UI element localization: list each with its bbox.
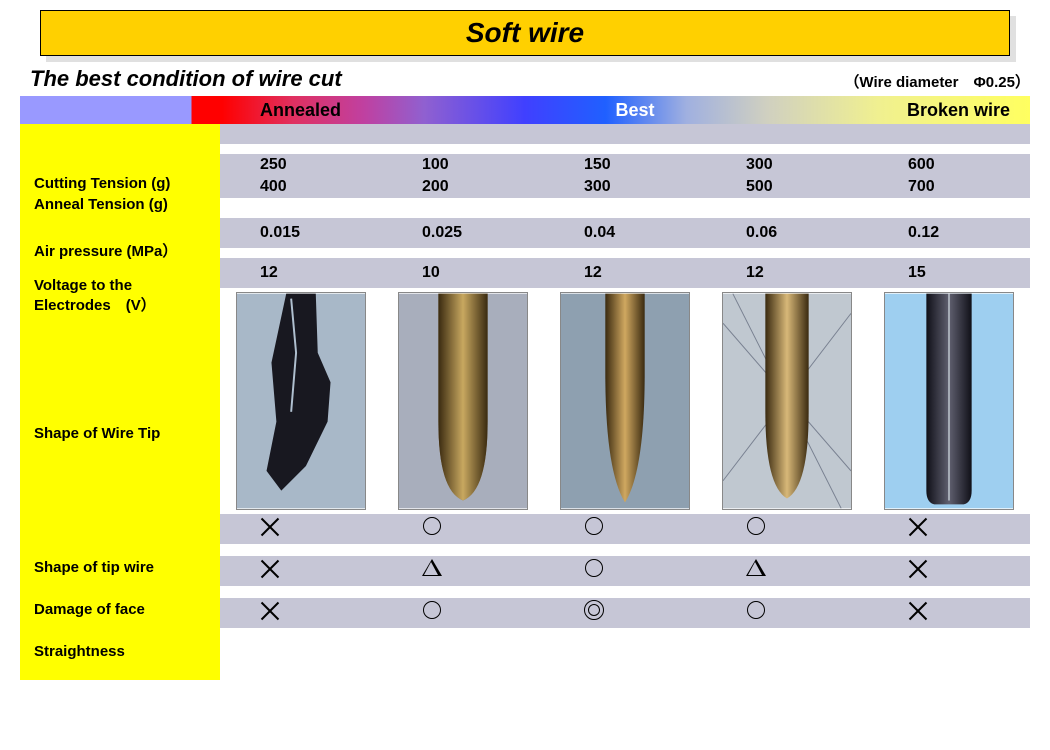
label-voltage: Voltage to the Electrodes (V） xyxy=(34,272,220,320)
wire-tip-icon xyxy=(236,292,366,510)
label-air-pressure: Air pressure (MPa） xyxy=(34,228,220,272)
wire-image-2 xyxy=(382,288,544,514)
wire-image-1 xyxy=(220,288,382,514)
label-damage-of-face: Damage of face xyxy=(34,588,220,630)
wire-image-5 xyxy=(868,288,1030,514)
col-header-annealed: Annealed xyxy=(220,96,410,124)
col-header-4 xyxy=(710,96,860,124)
wire-image-3 xyxy=(544,288,706,514)
title-text: Soft wire xyxy=(40,10,1010,56)
row-labels-sidebar: Cutting Tension (g) Anneal Tension (g) A… xyxy=(20,124,220,680)
col-header-best: Best xyxy=(560,96,710,124)
wire-diameter-note: （Wire diameter Φ0.25） xyxy=(844,71,1030,92)
title-banner: Soft wire xyxy=(40,10,1010,56)
row-cutting-tension: 250 100 150 300 600 xyxy=(220,154,1030,176)
table-header: Annealed Best Broken wire xyxy=(20,96,1030,124)
label-anneal-tension: Anneal Tension (g) xyxy=(34,196,220,218)
col-header-2 xyxy=(410,96,560,124)
row-air-pressure: 0.015 0.025 0.04 0.06 0.12 xyxy=(220,218,1030,248)
row-wire-tip-images xyxy=(220,288,1030,514)
row-shape-of-tip xyxy=(220,514,1030,544)
row-straightness xyxy=(220,598,1030,628)
row-anneal-tension: 400 200 300 500 700 xyxy=(220,176,1030,198)
label-shape-of-wire-tip: Shape of Wire Tip xyxy=(34,320,220,546)
col-header-broken: Broken wire xyxy=(860,96,1030,124)
label-straightness: Straightness xyxy=(34,630,220,672)
wire-image-4 xyxy=(706,288,868,514)
row-voltage: 12 10 12 12 15 xyxy=(220,258,1030,288)
comparison-table: Annealed Best Broken wire Cutting Tensio… xyxy=(20,96,1030,680)
row-damage-of-face xyxy=(220,556,1030,586)
label-cutting-tension: Cutting Tension (g) xyxy=(34,152,220,196)
subtitle: The best condition of wire cut xyxy=(30,66,342,92)
label-shape-of-tip: Shape of tip wire xyxy=(34,546,220,588)
